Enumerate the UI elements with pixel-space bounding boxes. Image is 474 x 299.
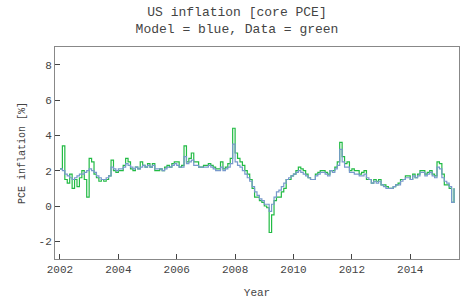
svg-text:2002: 2002 <box>47 264 73 276</box>
svg-text:2008: 2008 <box>222 264 248 276</box>
svg-text:US inflation [core PCE]Model =: US inflation [core PCE]Model = blue, Dat… <box>136 5 339 37</box>
svg-text:2004: 2004 <box>105 264 132 276</box>
svg-text:2006: 2006 <box>164 264 190 276</box>
svg-text:PCE inflation [%]: PCE inflation [%] <box>17 102 28 204</box>
svg-text:4: 4 <box>45 130 52 142</box>
svg-text:2: 2 <box>45 166 52 178</box>
svg-text:2014: 2014 <box>397 264 424 276</box>
svg-text:2012: 2012 <box>339 264 365 276</box>
svg-text:2010: 2010 <box>280 264 306 276</box>
svg-text:0: 0 <box>45 201 52 213</box>
svg-text:6: 6 <box>45 95 52 107</box>
svg-text:-2: -2 <box>39 236 52 248</box>
svg-text:Year: Year <box>244 287 270 299</box>
svg-text:8: 8 <box>45 60 52 72</box>
